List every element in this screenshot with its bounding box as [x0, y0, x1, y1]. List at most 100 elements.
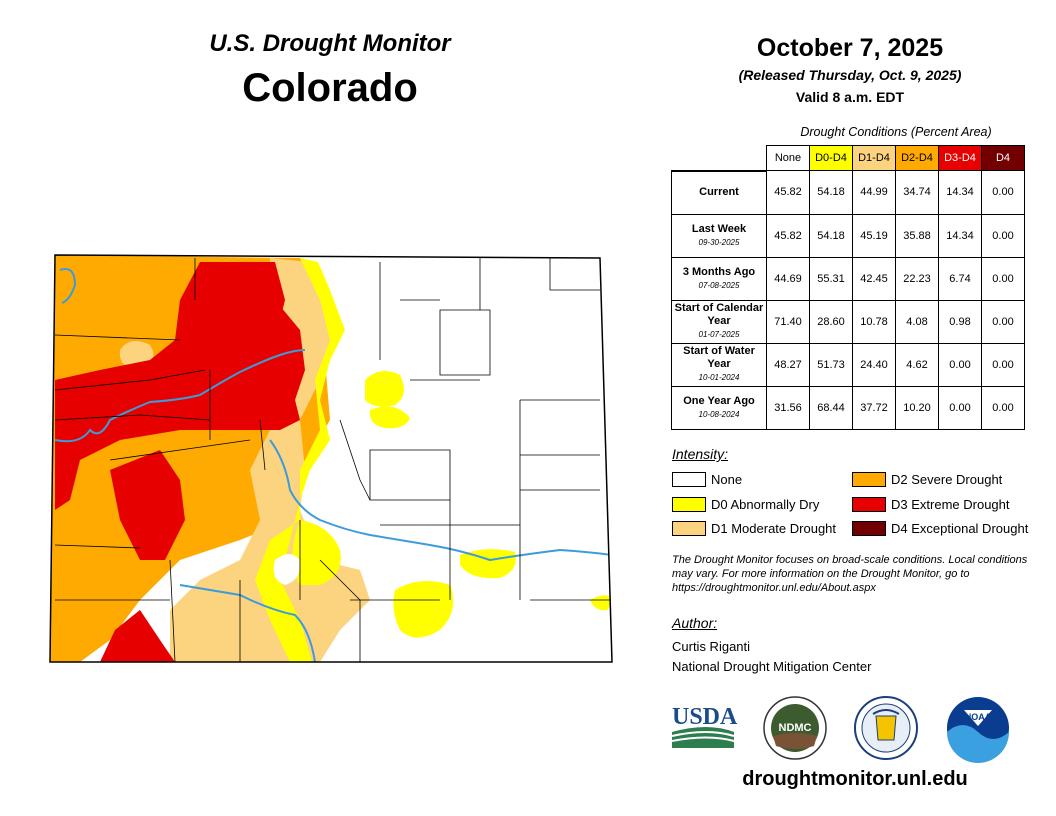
map-subtitle: U.S. Drought Monitor: [209, 30, 451, 57]
cell: 0.00: [981, 213, 1025, 258]
legend-label: D2 Severe Drought: [891, 472, 1003, 487]
col-d2-d4: D2-D4: [895, 145, 939, 171]
cell: 54.18: [809, 213, 853, 258]
d3-region-southwest: [110, 450, 185, 560]
table-row: Last Week 09-30-2025 45.82 54.18 45.19 35…: [671, 213, 1025, 258]
cell: 6.74: [938, 256, 982, 301]
cell: 45.82: [766, 213, 810, 258]
cell: 0.00: [981, 256, 1025, 301]
cell: 42.45: [852, 256, 896, 301]
author-heading: Author:: [672, 615, 718, 631]
table-row: Start of Water Year 10-01-2024 48.27 51.7…: [671, 342, 1025, 387]
release-date: (Released Thursday, Oct. 9, 2025): [738, 67, 962, 83]
row-label: Start of Water Year: [683, 345, 755, 370]
rio-grande-river: [179, 584, 316, 662]
table-row: One Year Ago 10-08-2024 31.56 68.44 37.72…: [671, 385, 1025, 430]
cell: 54.18: [809, 170, 853, 215]
d3-region-northwest: [55, 262, 305, 510]
legend-label: D1 Moderate Drought: [711, 521, 837, 536]
cell: 0.00: [981, 299, 1025, 344]
river-north: [59, 268, 77, 304]
legend-title: Intensity:: [672, 446, 729, 462]
drought-conditions-table: None D0-D4 D1-D4 D2-D4 D3-D4 D4 Current …: [671, 145, 1025, 430]
col-d4: D4: [981, 145, 1025, 171]
legend-label: D0 Abnormally Dry: [711, 497, 820, 512]
cell: 71.40: [766, 299, 810, 344]
table-row: Start of Calendar Year 01-07-2025 71.40 2…: [671, 299, 1025, 344]
cell: 24.40: [852, 342, 896, 387]
cell: 10.78: [852, 299, 896, 344]
d0-blob-east-central: [369, 406, 410, 429]
cell: 37.72: [852, 385, 896, 430]
row-date: 10-01-2024: [698, 373, 740, 382]
row-label: Last Week: [691, 222, 747, 235]
table-row: Current 45.82 54.18 44.99 34.74 14.34 0.…: [671, 170, 1025, 215]
row-label: Current: [699, 186, 739, 198]
cell: 14.34: [938, 170, 982, 215]
website-url[interactable]: droughtmonitor.unl.edu: [742, 768, 968, 790]
cell: 55.31: [809, 256, 853, 301]
cell: 48.27: [766, 342, 810, 387]
col-none: None: [766, 145, 810, 171]
cell: 4.62: [895, 342, 939, 387]
row-date: 09-30-2025: [698, 237, 740, 247]
no-drought-hole: [273, 554, 301, 585]
legend-label: D3 Extreme Drought: [891, 497, 1010, 512]
author-org: National Drought Mitigation Center: [672, 659, 872, 674]
map-date: October 7, 2025: [756, 34, 944, 62]
cell: 22.23: [895, 256, 939, 301]
col-d1-d4: D1-D4: [852, 145, 896, 171]
county-boundaries: [54, 258, 612, 662]
d0-blob-se: [393, 581, 454, 638]
author-name: Curtis Riganti: [672, 639, 751, 654]
cell: 31.56: [766, 385, 810, 430]
agency-logos: USDA NDMC NOAA: [671, 696, 1009, 763]
cell: 4.08: [895, 299, 939, 344]
d0-blob-denver: [365, 371, 404, 407]
d0-blob-far-east: [590, 595, 612, 611]
row-label: One Year Ago: [683, 394, 755, 407]
d3-region-north: [245, 262, 285, 320]
cell: 35.88: [895, 213, 939, 258]
col-d3-d4: D3-D4: [938, 145, 982, 171]
row-label: 3 Months Ago: [682, 265, 756, 278]
noaa-logo: NOAA: [947, 697, 1009, 763]
row-date: 07-08-2025: [698, 280, 740, 290]
row-date: 01-07-2025: [698, 330, 740, 339]
cell: 0.98: [938, 299, 982, 344]
cell: 0.00: [981, 385, 1025, 430]
legend-swatch-d4: [852, 521, 886, 536]
table-caption: Drought Conditions (Percent Area): [800, 125, 992, 139]
valid-time: Valid 8 a.m. EDT: [795, 89, 905, 105]
ndmc-logo-text: NDMC: [779, 722, 812, 734]
cell: 28.60: [809, 299, 853, 344]
ndmc-logo: NDMC: [763, 696, 827, 760]
cell: 0.00: [938, 342, 982, 387]
legend-swatch-d2: [852, 472, 886, 487]
cell: 0.00: [981, 342, 1025, 387]
cell: 44.99: [852, 170, 896, 215]
col-d0-d4: D0-D4: [809, 145, 853, 171]
cell: 0.00: [938, 385, 982, 430]
d3-region-south: [100, 610, 175, 662]
cell: 44.69: [766, 256, 810, 301]
cell: 45.19: [852, 213, 896, 258]
author-block: Curtis Riganti National Drought Mitigati…: [672, 637, 871, 677]
row-date: 10-08-2024: [698, 409, 740, 419]
cell: 0.00: [981, 170, 1025, 215]
cell: 14.34: [938, 213, 982, 258]
cell: 45.82: [766, 170, 810, 215]
commerce-logo: [854, 696, 918, 760]
legend-label: None: [711, 472, 743, 487]
disclaimer-note: The Drought Monitor focuses on broad-sca…: [672, 554, 1028, 594]
cell: 68.44: [809, 385, 853, 430]
usda-logo: USDA: [671, 704, 738, 748]
colorado-river: [54, 349, 306, 443]
colorado-drought-map: [49, 254, 613, 663]
legend-swatch-none: [672, 472, 706, 487]
d0-blob-arkansas: [460, 549, 516, 579]
legend-swatch-d3: [852, 497, 886, 512]
noaa-logo-text: NOAA: [965, 712, 992, 722]
row-label: Start of Calendar Year: [674, 302, 764, 327]
arkansas-river: [269, 439, 612, 562]
